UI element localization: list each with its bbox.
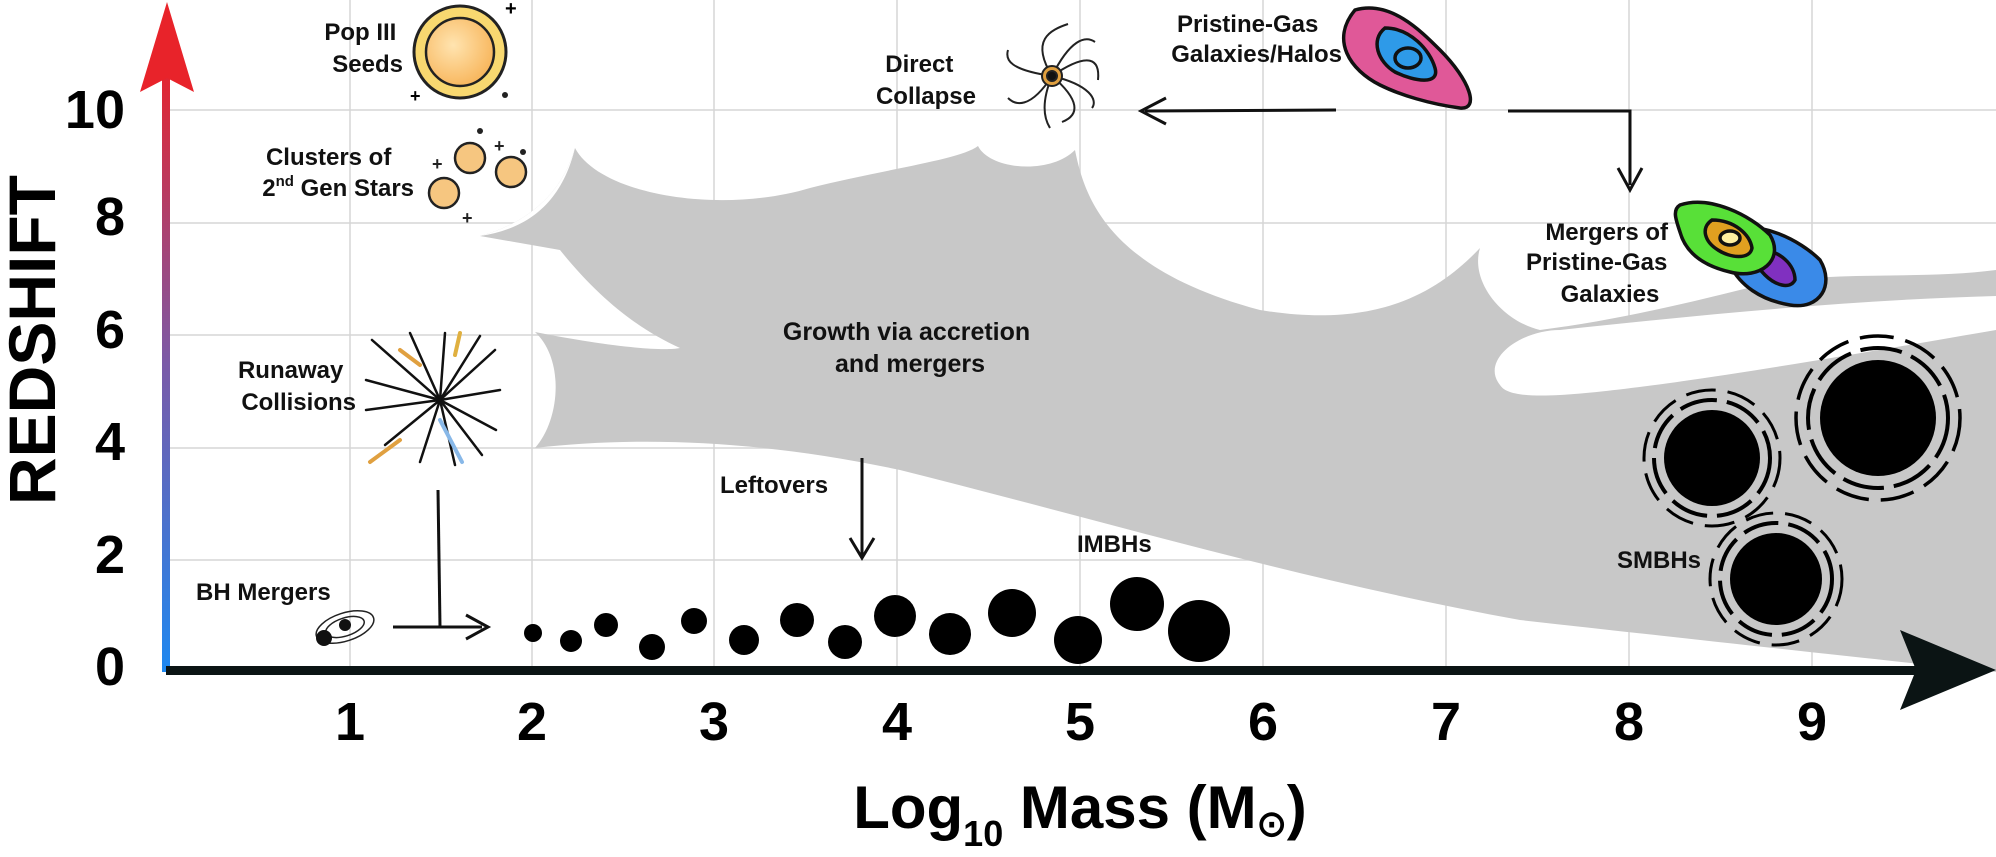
svg-text:+: + [432,154,443,174]
imbhs-label: IMBHs [1077,531,1152,558]
x-tick-8: 8 [1614,692,1644,752]
imbh-dot [594,613,618,637]
leftovers-label: Leftovers [720,472,828,499]
pristine-gas-label: Pristine-Gas Galaxies/Halos [1171,11,1342,68]
runaway-label: Runaway Collisions [238,357,356,416]
imbh-dot [988,589,1036,637]
y-tick-0: 0 [95,637,125,697]
x-tick-5: 5 [1065,692,1095,752]
imbh-dot [1168,600,1230,662]
pristine-galaxy-icon [1344,8,1471,108]
y-tick-10: 10 [65,80,125,140]
x-tick-9: 9 [1797,692,1827,752]
imbh-population [524,577,1230,664]
x-tick-1: 1 [335,692,365,752]
imbh-dot [929,613,971,655]
imbh-dot [780,603,814,637]
clusters-label: Clusters of 2nd Gen Stars [262,144,414,202]
svg-text:+: + [462,208,473,228]
imbh-dot [729,625,759,655]
pristine-to-direct-arrow [1141,98,1336,124]
mergers-pristine-label: Mergers of Pristine-Gas Galaxies [1526,219,1675,308]
y-tick-labels: 0 2 4 6 8 10 [65,80,125,697]
x-axis-title: Log10 Mass (M⊙) [853,774,1307,854]
direct-collapse-label: Direct Collapse [876,51,976,110]
imbh-dot [639,634,665,660]
runaway-collisions-icon [366,333,500,465]
imbh-dot [681,608,707,634]
svg-text:+: + [494,136,505,156]
imbh-dot [1054,616,1102,664]
y-tick-8: 8 [95,187,125,247]
leftovers-arrow [850,458,874,558]
svg-text:+: + [505,0,517,20]
pop3-label: Pop III Seeds [324,19,403,78]
x-tick-3: 3 [699,692,729,752]
imbh-dot [1110,577,1164,631]
imbh-dot [874,595,916,637]
x-axis-line [166,666,1926,675]
smbhs-label: SMBHs [1617,547,1701,574]
imbh-dot [828,625,862,659]
x-tick-4: 4 [882,692,912,752]
direct-collapse-icon [1007,24,1098,128]
x-tick-2: 2 [517,692,547,752]
pristine-to-mergers-arrow [1508,111,1642,190]
imbh-dot [524,624,542,642]
y-tick-2: 2 [95,525,125,585]
y-axis-line [162,60,170,672]
imbh-dot [560,630,582,652]
y-axis-title: REDSHIFT [0,175,69,505]
x-tick-labels: 1 2 3 4 5 6 7 8 9 [335,692,1827,752]
x-tick-6: 6 [1248,692,1278,752]
merging-galaxies-icon [1675,202,1826,305]
x-tick-7: 7 [1431,692,1461,752]
bh-binary-icon [312,604,378,649]
star-cluster-icon [429,143,526,208]
y-tick-4: 4 [95,412,125,472]
svg-text:+: + [410,86,421,106]
runaway-arrow [438,490,440,627]
pop3-sun-icon: + + [410,0,517,106]
y-tick-6: 6 [95,300,125,360]
bh-mergers-label: BH Mergers [196,579,331,606]
